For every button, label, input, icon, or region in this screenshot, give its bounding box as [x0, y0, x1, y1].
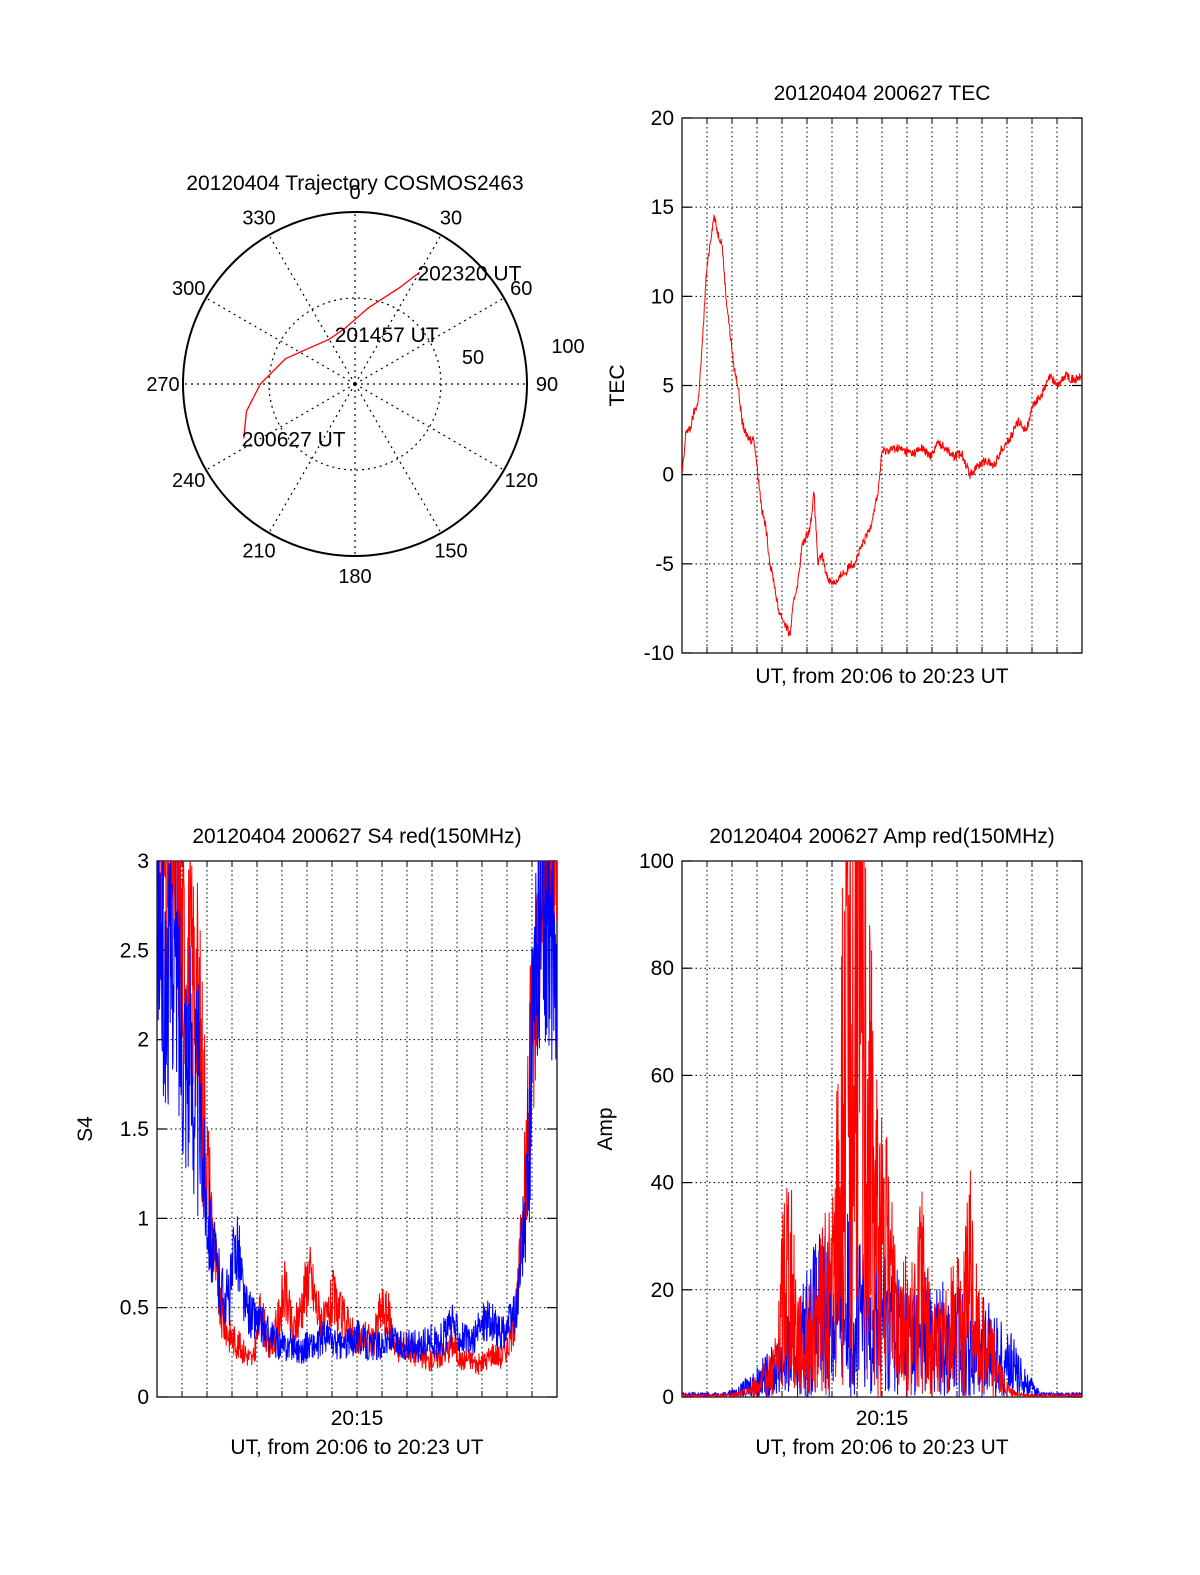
polar-angle-label: 0 — [349, 182, 360, 204]
polar-spoke — [268, 383, 356, 534]
amp-ytick-label: 0 — [662, 1386, 674, 1409]
amp-line-chart: 20120404 200627 Amp red(150MHz) 0 20 40 60 80… — [594, 825, 1083, 1459]
polar-outer-circle — [182, 211, 528, 557]
polar-angle-label: 180 — [338, 566, 371, 588]
s4-line-chart: 20120404 200627 S4 red(150MHz) 0 0.5 1 1.5 2 2… — [74, 825, 558, 1459]
tec-plot-area — [682, 214, 1082, 637]
tec-ytick-label: 5 — [662, 375, 674, 398]
s4-ylabel: S4 — [74, 1116, 97, 1142]
polar-angle-label: 60 — [510, 278, 532, 300]
s4-ytick-label: 3 — [137, 850, 149, 873]
tec-line-chart: 20120404 200627 TEC -10 -5 0 5 10 15 20 UT, from… — [606, 82, 1083, 688]
trajectory-title: 20120404 Trajectory COSMOS2463 — [186, 172, 523, 195]
s4-ytick-label: 2.5 — [120, 939, 149, 962]
s4-xtick-label: 20:15 — [331, 1407, 384, 1430]
s4-xlabel: UT, from 20:06 to 20:23 UT — [230, 1436, 483, 1459]
trajectory-time-label: 202320 UT — [418, 262, 522, 285]
tec-ytick-label: 10 — [651, 285, 674, 308]
polar-angle-label: 90 — [536, 374, 558, 396]
amp-series-red — [682, 861, 1082, 1397]
trajectory-time-label: 201457 UT — [335, 324, 439, 347]
tec-ytick-label: -10 — [644, 642, 674, 665]
tec-ylabel: TEC — [606, 365, 629, 407]
trajectory-path — [243, 271, 420, 439]
tec-ytick-label: 20 — [651, 107, 674, 130]
tec-series-red — [682, 214, 1082, 637]
s4-series-blue — [157, 861, 557, 1364]
tec-ytick-label: -5 — [655, 553, 674, 576]
polar-angle-label: 150 — [434, 540, 467, 562]
amp-ytick-label: 40 — [651, 1172, 674, 1195]
tec-ytick-label: 15 — [651, 196, 674, 219]
amp-ytick-label: 80 — [651, 957, 674, 980]
polar-angle-label: 300 — [172, 278, 205, 300]
s4-ytick-label: 0.5 — [120, 1297, 149, 1320]
tec-title: 20120404 200627 TEC — [774, 82, 991, 105]
tec-xlabel: UT, from 20:06 to 20:23 UT — [755, 665, 1008, 688]
polar-spoke — [268, 234, 356, 385]
polar-radial-label: 50 — [462, 347, 484, 369]
polar-spoke — [354, 383, 442, 534]
polar-spoke — [205, 383, 356, 471]
polar-spoke — [354, 234, 442, 385]
amp-ytick-label: 20 — [651, 1279, 674, 1302]
amp-ytick-label: 60 — [651, 1064, 674, 1087]
s4-ytick-label: 1 — [137, 1207, 149, 1230]
polar-angle-label: 30 — [440, 208, 462, 230]
polar-spoke — [354, 383, 505, 471]
s4-ytick-label: 2 — [137, 1029, 149, 1052]
amp-title: 20120404 200627 Amp red(150MHz) — [709, 825, 1055, 848]
polar-angle-label: 240 — [172, 470, 205, 492]
s4-ytick-label: 1.5 — [120, 1118, 149, 1141]
polar-angle-label: 210 — [242, 540, 275, 562]
amp-ylabel: Amp — [594, 1107, 617, 1150]
s4-plot-area — [157, 861, 557, 1375]
polar-spoke — [205, 297, 356, 385]
polar-radial-label: 100 — [551, 336, 584, 358]
polar-spoke — [354, 297, 505, 385]
s4-title: 20120404 200627 S4 red(150MHz) — [192, 825, 521, 848]
amp-series-blue — [682, 1213, 1082, 1397]
s4-series-red — [157, 861, 557, 1375]
polar-angle-label: 270 — [146, 374, 179, 396]
amp-ytick-label: 100 — [639, 850, 674, 873]
amp-plot-area — [682, 861, 1082, 1397]
tec-ytick-label: 0 — [662, 464, 674, 487]
amp-xtick-label: 20:15 — [856, 1407, 909, 1430]
trajectory-time-label: 200627 UT — [242, 428, 346, 451]
amp-xlabel: UT, from 20:06 to 20:23 UT — [755, 1436, 1008, 1459]
s4-ytick-label: 0 — [137, 1386, 149, 1409]
polar-angle-label: 330 — [242, 208, 275, 230]
polar-angle-label: 120 — [505, 470, 538, 492]
